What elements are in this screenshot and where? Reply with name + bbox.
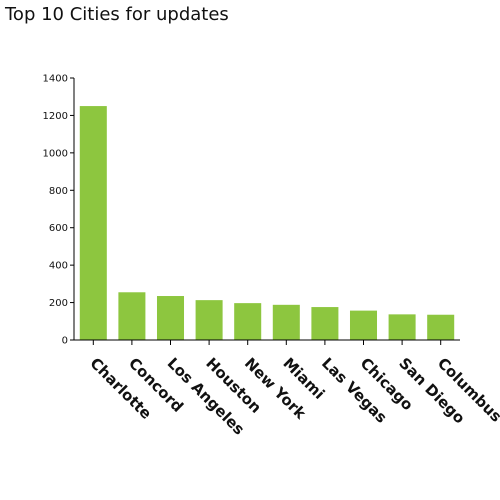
y-tick-label: 600 [49, 223, 68, 234]
y-tick-label: 200 [49, 298, 68, 309]
y-tick-label: 1400 [43, 74, 68, 85]
bar [118, 292, 146, 340]
bar [156, 296, 185, 340]
bar [79, 106, 107, 340]
bar [195, 300, 223, 340]
y-tick-label: 800 [49, 186, 68, 197]
bar [349, 310, 378, 340]
bar [272, 304, 300, 340]
y-axis: 0 200 400 600 800 1000 1200 1400 [43, 74, 75, 347]
bar [234, 303, 262, 340]
bar [388, 314, 416, 340]
y-tick-label: 1000 [43, 148, 68, 159]
y-tick-label: 0 [62, 336, 68, 347]
chart-title: Top 10 Cities for updates [5, 4, 229, 25]
bars [79, 106, 455, 340]
bar [427, 314, 455, 340]
y-tick-label: 1200 [43, 111, 68, 122]
bar [311, 307, 339, 340]
y-tick-label: 400 [49, 261, 68, 272]
